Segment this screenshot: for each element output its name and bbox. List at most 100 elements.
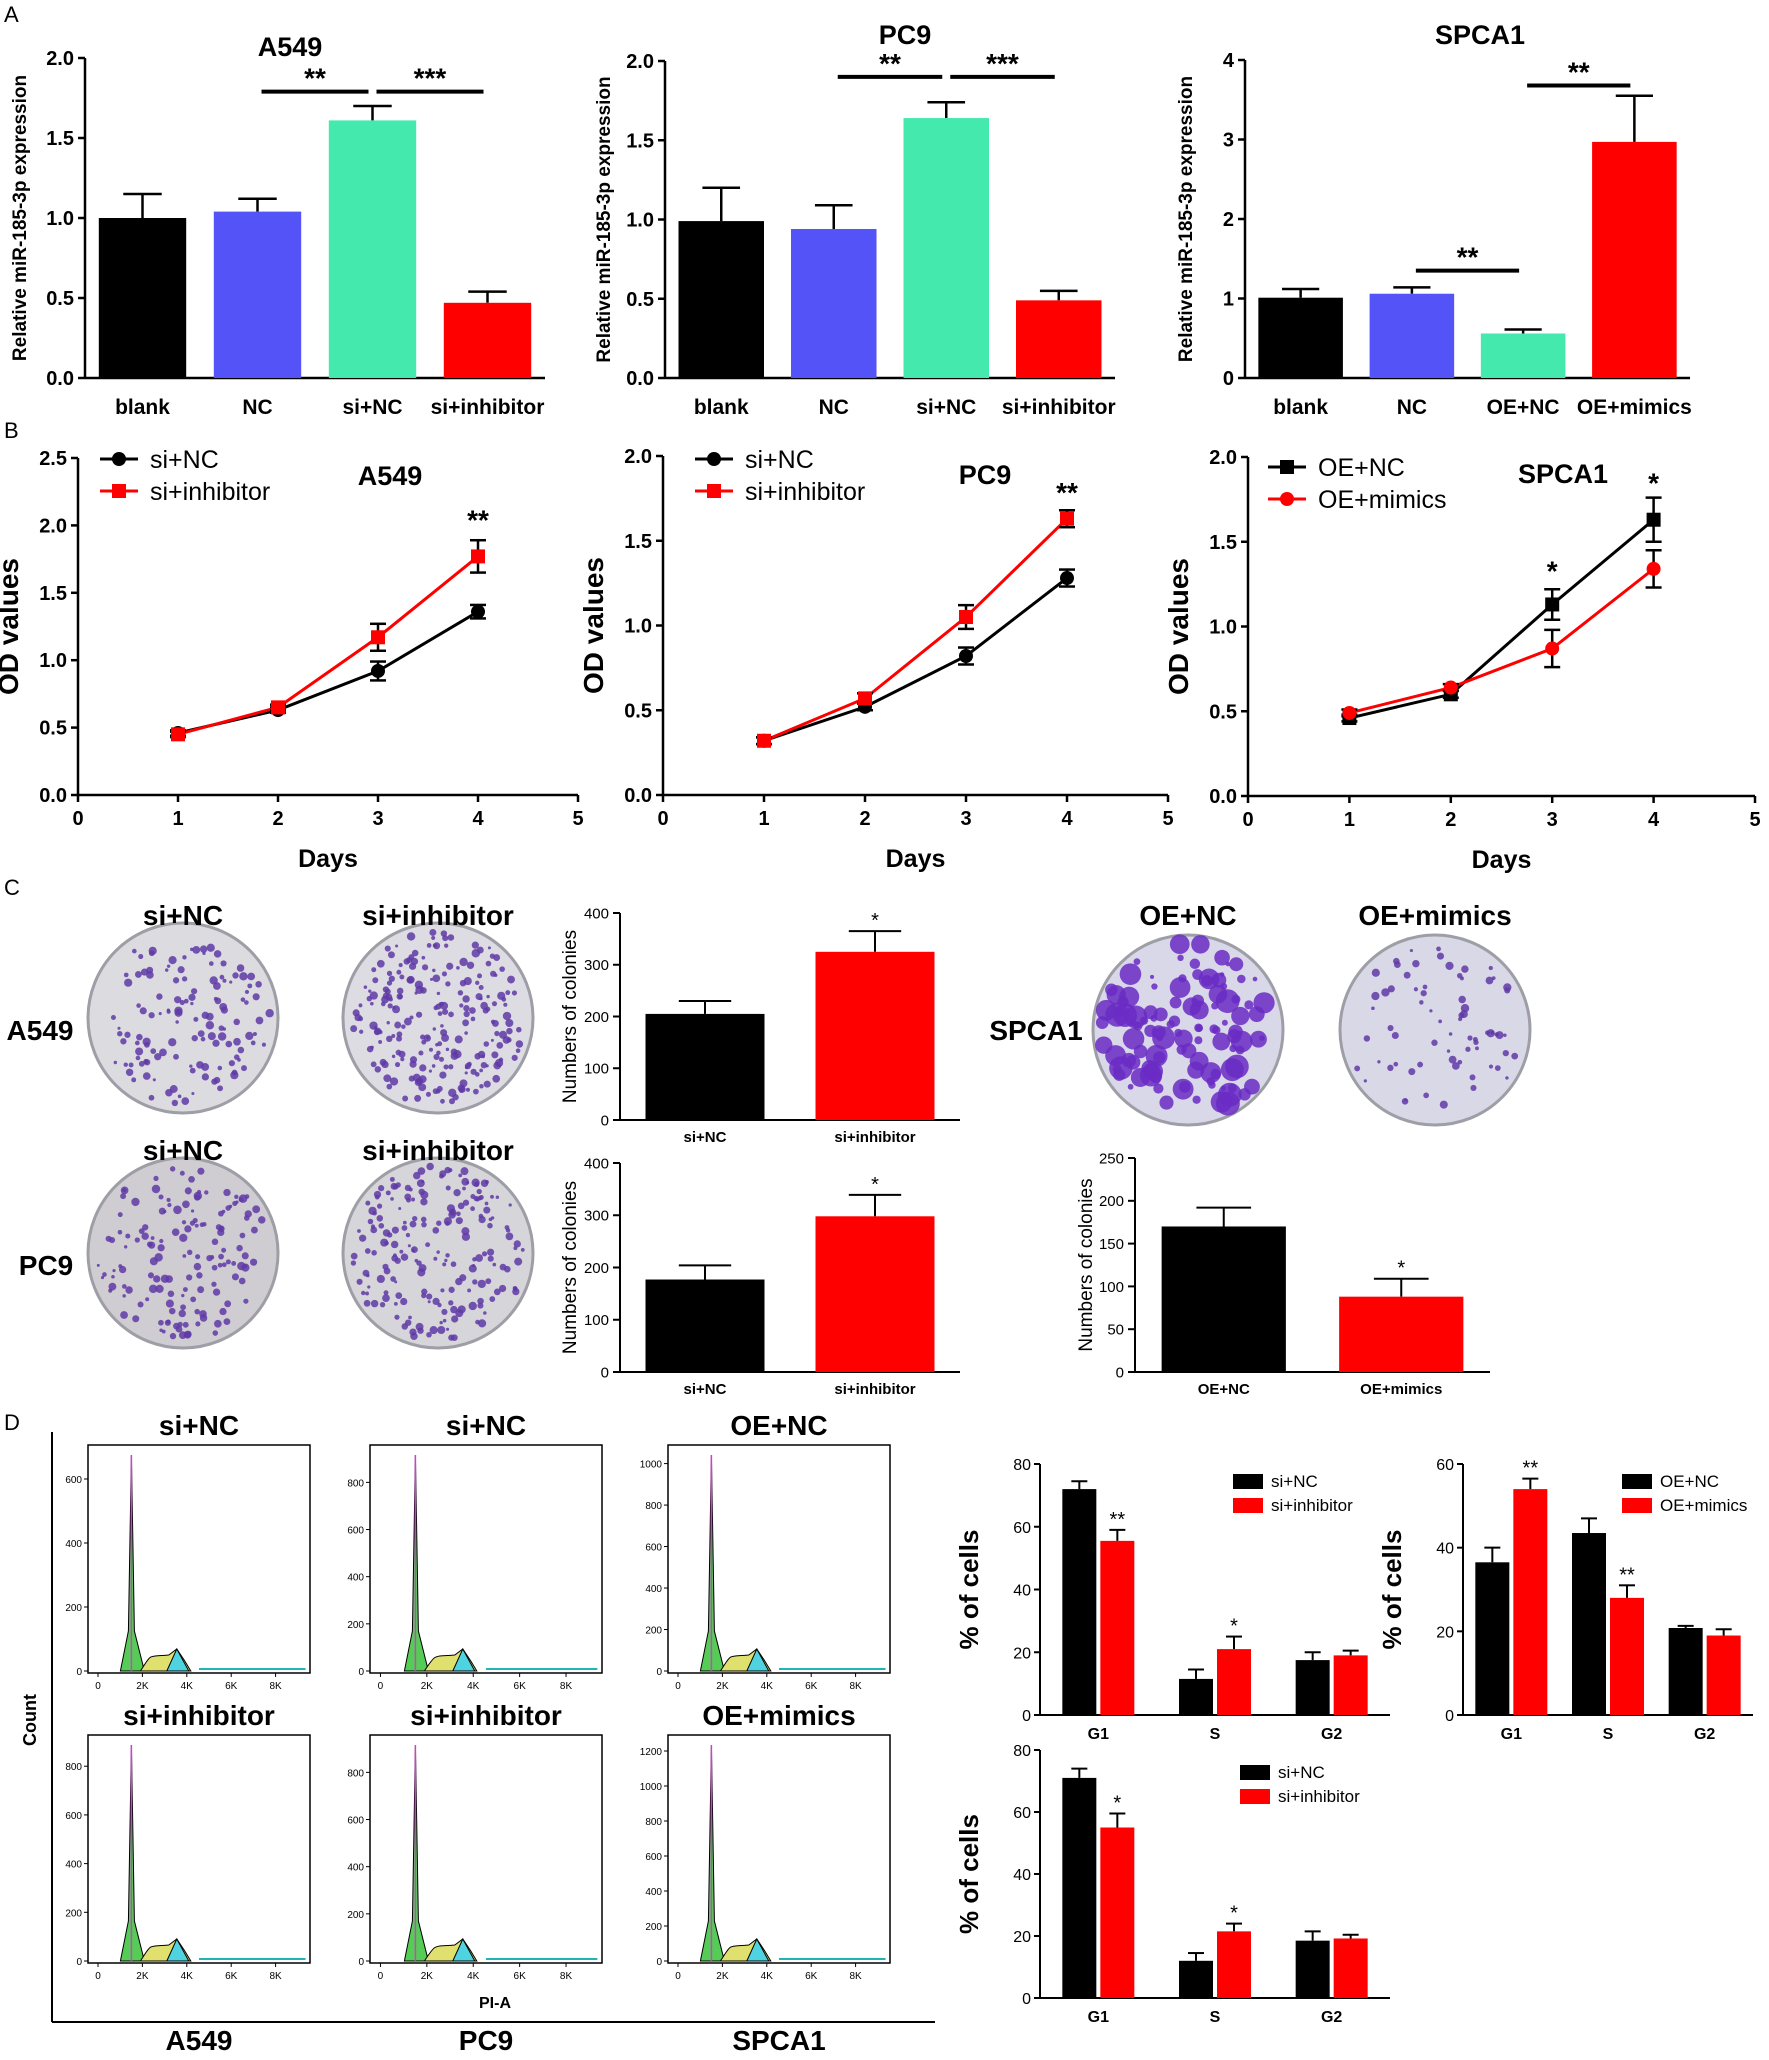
y-tick-label: 300 [584, 1208, 609, 1225]
colony [421, 955, 426, 960]
colony [1122, 1028, 1145, 1050]
y-tick-label: 400 [645, 1887, 662, 1898]
colony [197, 1030, 205, 1038]
colony [1187, 1061, 1205, 1079]
colony [164, 1319, 171, 1326]
colony [425, 1242, 431, 1248]
colony [485, 960, 492, 967]
x-tick-label: 5 [1162, 808, 1173, 830]
x-tick-label: 2 [1445, 809, 1456, 831]
colony [383, 1074, 392, 1083]
x-tick-label: 6K [514, 1971, 527, 1982]
series-line-si-inhibitor [763, 517, 1069, 743]
y-tick-label: 60 [1436, 1457, 1454, 1474]
y-tick-label: 400 [347, 1573, 364, 1584]
colony [1511, 1052, 1519, 1060]
colony [1472, 1036, 1478, 1042]
colony [387, 1003, 393, 1009]
y-axis-label: Numbers of colonies [560, 930, 581, 1103]
legend-swatch [1240, 1789, 1270, 1804]
x-tick-label: 2 [859, 808, 870, 830]
y-tick-label: 0.0 [626, 368, 654, 390]
colony [455, 1217, 463, 1225]
colony [443, 1064, 449, 1070]
colony [252, 1032, 257, 1037]
colony [125, 1068, 134, 1077]
colony [1219, 972, 1225, 977]
colony [432, 1297, 440, 1306]
colony [213, 1076, 221, 1084]
x-tick-label: si+inhibitor [834, 1381, 915, 1398]
colony [432, 1027, 437, 1031]
colony [157, 1244, 165, 1252]
chart-title: A549 [258, 32, 323, 62]
colony [389, 1176, 395, 1182]
colony [410, 957, 419, 966]
legend-label: OE+mimics [1660, 1496, 1747, 1515]
colony [1194, 1036, 1203, 1045]
bar-s-si-nc [1179, 1960, 1213, 1998]
colony [456, 966, 460, 970]
colony [391, 1054, 396, 1059]
legend-marker [112, 484, 126, 498]
colony [448, 1210, 456, 1219]
colony [191, 1035, 198, 1042]
colony [441, 1308, 448, 1315]
colony [426, 943, 432, 948]
colony [219, 974, 225, 980]
chart-title: A549 [358, 461, 423, 491]
colony [1467, 1035, 1473, 1041]
bar-s-oe-mimics [1610, 1597, 1644, 1715]
colony [165, 1275, 173, 1283]
colony [212, 1330, 219, 1336]
chart-title: PC9 [879, 20, 932, 50]
colony [478, 1319, 487, 1328]
y-tick-label: 0 [358, 1667, 364, 1678]
x-tick-label: 2K [421, 1681, 434, 1692]
x-tick-label: NC [819, 396, 849, 419]
colony [239, 1232, 246, 1239]
colony [432, 974, 441, 983]
bar-s-si-inhibitor [1217, 1649, 1251, 1715]
colony [1417, 1061, 1424, 1068]
legend-label: si+inhibitor [1278, 1787, 1360, 1806]
colony-cell-line: SPCA1 [989, 1015, 1082, 1046]
colony [195, 1254, 201, 1260]
colony [405, 1232, 411, 1238]
flow-x-label: PI-A [479, 1995, 511, 2012]
colony [463, 1005, 470, 1012]
colony [359, 1029, 364, 1034]
colony [182, 955, 187, 960]
y-tick-label: 2.0 [626, 51, 654, 73]
bar-g2-si-inhibitor [1333, 1938, 1368, 1998]
colony [505, 990, 511, 996]
chart-title: SPCA1 [1518, 459, 1608, 489]
colony [1469, 1074, 1476, 1081]
colony [472, 1279, 478, 1285]
colony [135, 1047, 144, 1056]
colony [429, 1326, 438, 1335]
colony [229, 980, 233, 984]
colony [197, 1167, 205, 1175]
colony [491, 1001, 498, 1007]
legend-label: OE+NC [1318, 454, 1405, 482]
colony [444, 1258, 448, 1263]
colony [239, 972, 248, 981]
colony [479, 1068, 483, 1073]
colony [172, 977, 180, 984]
colony [431, 1064, 436, 1068]
bar-g1-oe-nc [1475, 1562, 1510, 1715]
colony [457, 1202, 465, 1210]
colony [411, 949, 419, 957]
colony [505, 1232, 514, 1241]
colony [182, 1200, 190, 1209]
colony [1220, 1085, 1227, 1091]
colony [250, 1258, 258, 1266]
colony [1212, 1032, 1231, 1051]
chart-b2: 0.0 0.5 1.0 1.5 2.0 0 1 2 3 4 5 Days OD values PC9 si+… [578, 446, 1174, 873]
colony [1413, 987, 1418, 992]
colony [1231, 994, 1241, 1004]
colony [352, 1009, 360, 1017]
colony [1191, 994, 1205, 1007]
